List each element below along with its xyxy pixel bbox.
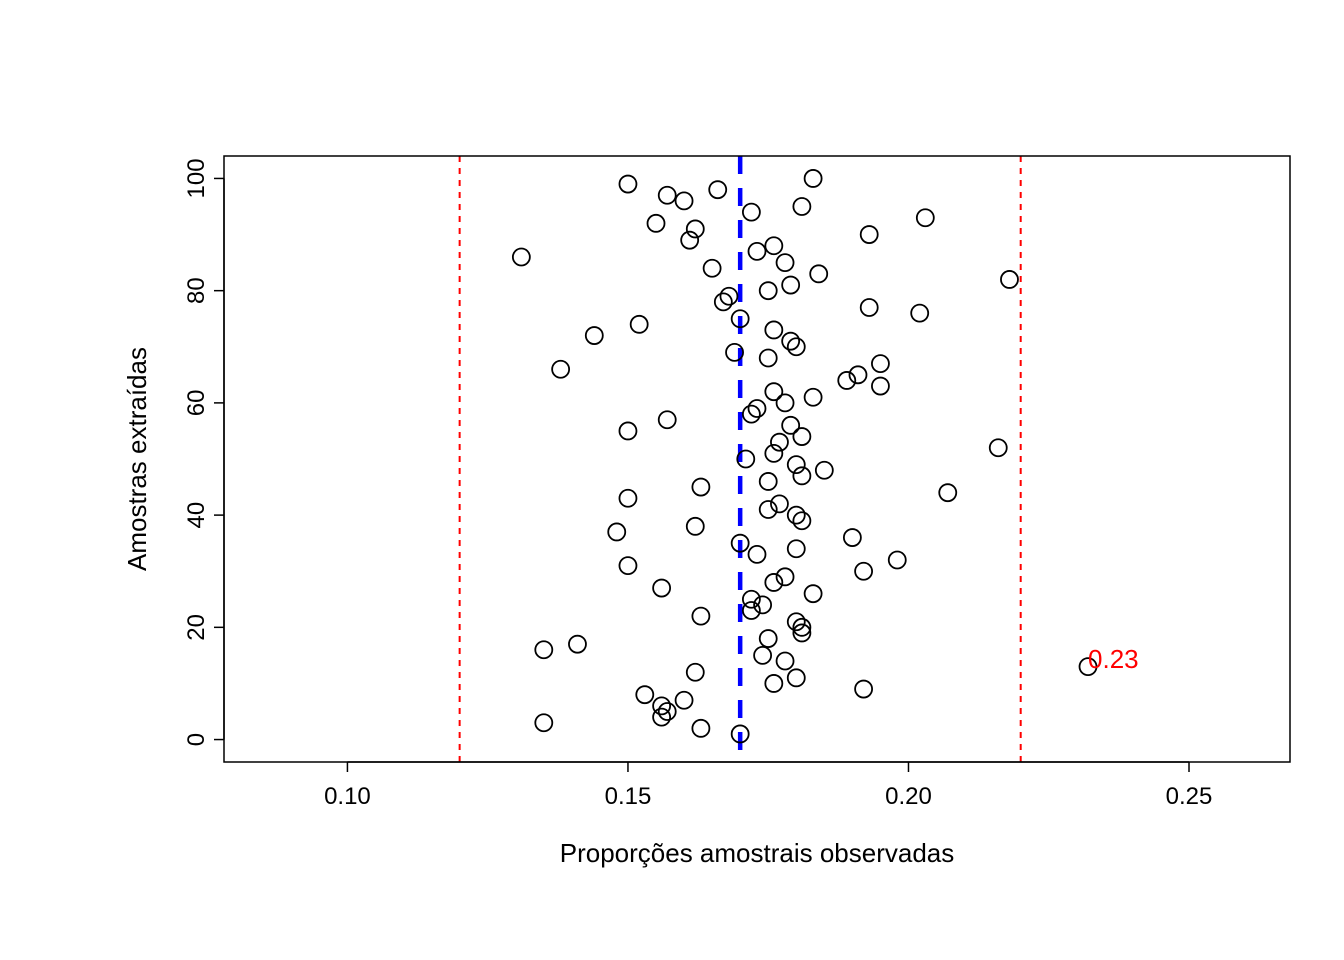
y-tick-label: 20 — [183, 614, 210, 641]
data-point — [855, 681, 872, 698]
y-axis-label: Amostras extraídas — [122, 347, 152, 571]
x-tick-label: 0.10 — [324, 783, 371, 810]
data-point — [659, 187, 676, 204]
data-point — [619, 490, 636, 507]
data-point — [760, 630, 777, 647]
data-point — [754, 647, 771, 664]
data-point — [692, 479, 709, 496]
data-point — [659, 411, 676, 428]
data-point — [676, 192, 693, 209]
data-point — [939, 484, 956, 501]
data-point — [844, 529, 861, 546]
data-point — [861, 226, 878, 243]
scatter-chart: 0.10 0.15 0.20 0.25 Proporções amostrais obs… — [0, 0, 1344, 960]
x-tick-label: 0.25 — [1166, 783, 1213, 810]
data-point — [535, 714, 552, 731]
data-point — [687, 664, 704, 681]
data-point — [569, 636, 586, 653]
y-tick-label: 100 — [183, 158, 210, 198]
data-point — [692, 720, 709, 737]
data-point — [749, 546, 766, 563]
data-point — [760, 473, 777, 490]
data-point — [805, 170, 822, 187]
data-point — [805, 585, 822, 602]
data-point — [793, 198, 810, 215]
data-point — [805, 389, 822, 406]
data-point — [810, 265, 827, 282]
data-point — [631, 316, 648, 333]
data-point — [777, 653, 794, 670]
y-tick-label: 80 — [183, 277, 210, 304]
data-point — [653, 580, 670, 597]
y-tick-label: 40 — [183, 502, 210, 529]
data-point — [765, 675, 782, 692]
data-point — [743, 204, 760, 221]
data-point — [619, 176, 636, 193]
data-point — [513, 249, 530, 266]
data-point — [765, 383, 782, 400]
data-point — [760, 282, 777, 299]
data-point — [872, 378, 889, 395]
y-tick-label: 60 — [183, 390, 210, 417]
data-point — [889, 552, 906, 569]
data-point — [788, 540, 805, 557]
data-point — [855, 563, 872, 580]
data-point — [692, 608, 709, 625]
data-point — [782, 417, 799, 434]
data-point — [872, 355, 889, 372]
data-point — [619, 557, 636, 574]
data-point — [793, 428, 810, 445]
data-point — [687, 518, 704, 535]
x-axis-label: Proporções amostrais observadas — [560, 838, 955, 868]
data-point — [704, 260, 721, 277]
data-point — [911, 305, 928, 322]
data-point — [990, 439, 1007, 456]
data-point — [552, 361, 569, 378]
data-point — [586, 327, 603, 344]
data-point — [777, 254, 794, 271]
data-point — [765, 237, 782, 254]
chart-svg: 0.10 0.15 0.20 0.25 Proporções amostrais obs… — [0, 0, 1344, 960]
data-point — [816, 462, 833, 479]
data-point — [782, 277, 799, 294]
data-point — [861, 299, 878, 316]
data-point — [765, 321, 782, 338]
data-point — [749, 243, 766, 260]
data-point — [709, 181, 726, 198]
data-point — [917, 209, 934, 226]
data-point — [535, 641, 552, 658]
data-point — [619, 422, 636, 439]
data-point — [636, 686, 653, 703]
data-point — [648, 215, 665, 232]
data-point — [676, 692, 693, 709]
annotation-label: 0.23 — [1088, 644, 1139, 674]
x-tick-label: 0.15 — [605, 783, 652, 810]
data-point — [760, 350, 777, 367]
reference-lines — [460, 156, 1021, 762]
data-point — [788, 669, 805, 686]
x-tick-label: 0.20 — [885, 783, 932, 810]
data-point — [777, 394, 794, 411]
data-point — [1001, 271, 1018, 288]
y-tick-label: 0 — [183, 733, 210, 746]
scatter-points — [513, 170, 1097, 743]
data-point — [608, 523, 625, 540]
